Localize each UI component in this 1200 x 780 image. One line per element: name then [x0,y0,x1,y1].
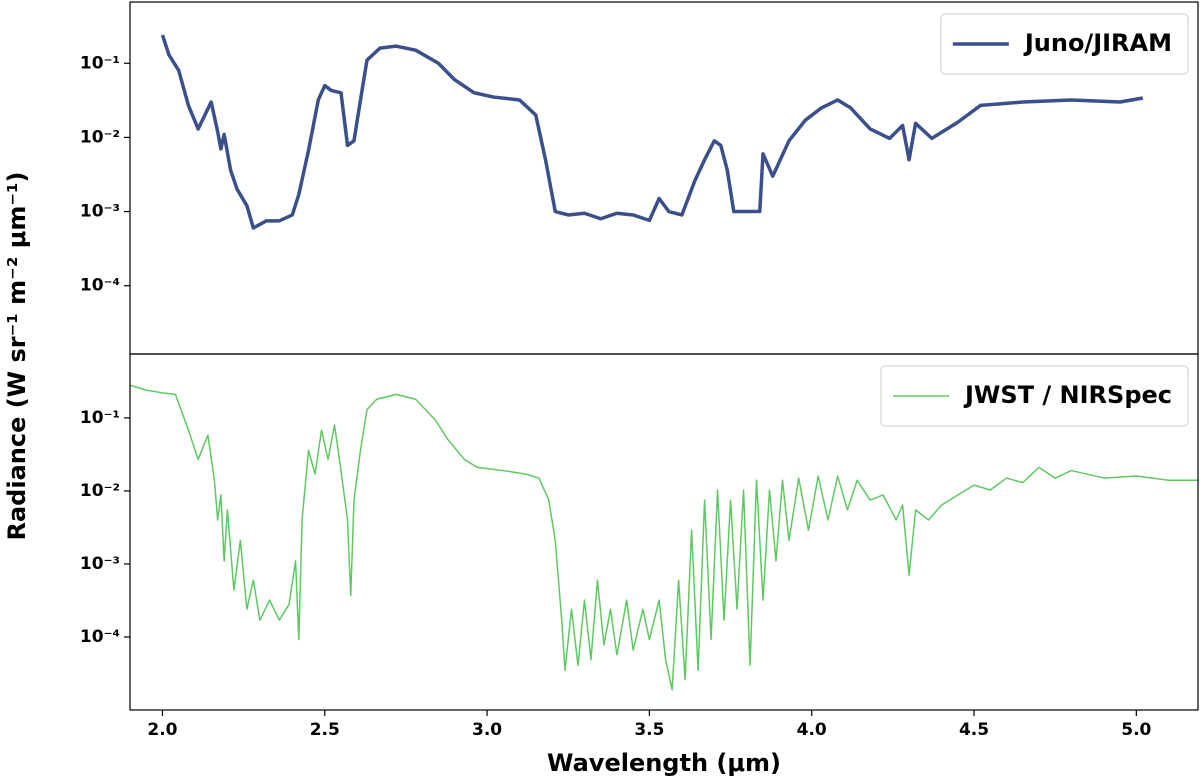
x-axis-label: Wavelength (μm) [547,749,781,777]
x-tick-label: 3.5 [634,720,664,740]
legend-label: JWST / NIRSpec [963,381,1172,409]
x-tick-label: 3.0 [472,720,502,740]
x-tick-label: 2.0 [147,720,177,740]
y-tick-label: 10⁻² [80,127,120,147]
y-tick-label: 10⁻⁴ [80,627,120,647]
data-line [130,384,1198,691]
y-axis-label: Radiance (W sr⁻¹ m⁻² μm⁻¹) [3,171,31,540]
x-tick-label: 5.0 [1121,720,1151,740]
data-line [160,34,1144,230]
legend-label: Juno/JIRAM [1023,29,1172,57]
x-tick-label: 4.0 [797,720,827,740]
y-tick-label: 10⁻⁴ [80,276,120,296]
x-tick-label: 4.5 [959,720,989,740]
y-tick-label: 10⁻³ [80,554,120,574]
legend-box [940,13,1189,75]
legend-box [880,365,1189,427]
y-tick-label: 10⁻³ [80,202,120,222]
x-tick-label: 2.5 [310,720,340,740]
y-tick-label: 10⁻¹ [80,408,120,428]
y-tick-label: 10⁻² [80,481,120,501]
y-tick-label: 10⁻¹ [80,53,120,73]
plot-frame [129,353,1199,711]
